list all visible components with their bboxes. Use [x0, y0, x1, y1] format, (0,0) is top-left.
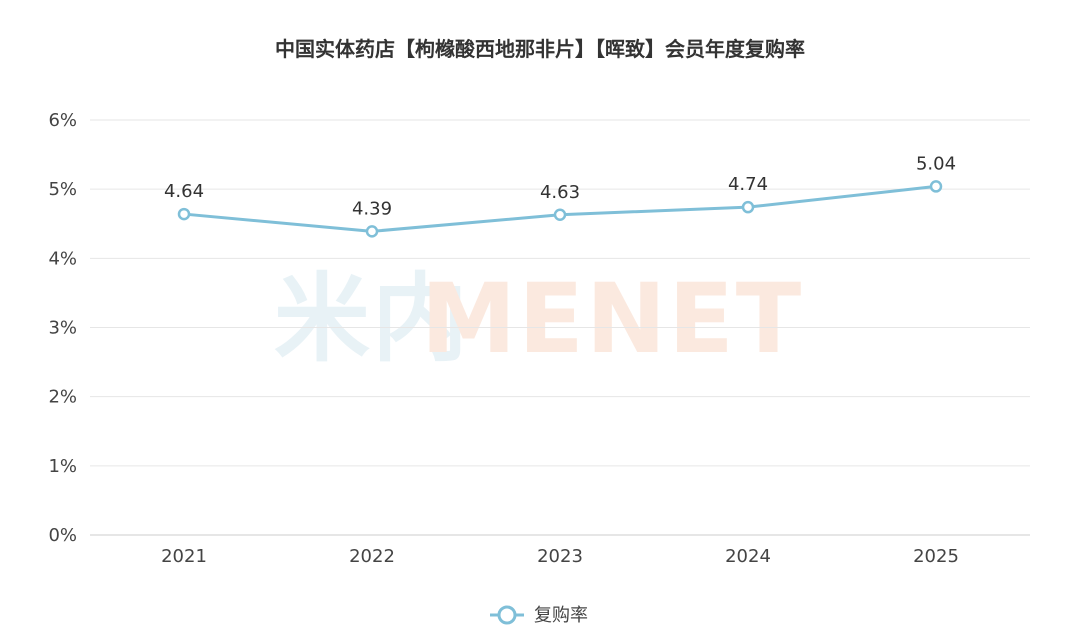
data-point[interactable]	[177, 207, 191, 221]
legend[interactable]: 复购率	[490, 605, 588, 626]
data-label: 4.63	[540, 182, 580, 203]
y-tick-label: 0%	[48, 525, 77, 546]
data-label: 4.39	[352, 198, 392, 219]
y-tick-label: 2%	[48, 387, 77, 408]
legend-label: 复购率	[534, 605, 588, 626]
watermark-en: MENET	[421, 263, 804, 375]
y-tick-label: 4%	[48, 248, 77, 269]
data-label: 4.64	[164, 181, 204, 202]
data-label: 5.04	[916, 153, 956, 174]
y-tick-label: 1%	[48, 456, 77, 477]
chart-title: 中国实体药店【枸橼酸西地那非片】【晖致】会员年度复购率	[275, 37, 805, 61]
x-tick-label: 2024	[725, 546, 771, 567]
data-point[interactable]	[741, 200, 755, 214]
y-tick-label: 6%	[48, 110, 77, 131]
data-point[interactable]	[553, 208, 567, 222]
data-label: 4.74	[728, 174, 768, 195]
grid-lines	[90, 119, 1030, 536]
data-point[interactable]	[365, 225, 379, 238]
y-tick-label: 5%	[48, 179, 77, 200]
y-tick-label: 3%	[48, 318, 77, 339]
watermark: 米内 MENET	[274, 263, 804, 375]
x-tick-label: 2021	[161, 546, 207, 567]
legend-circle-marker	[497, 605, 517, 625]
series-line	[177, 180, 943, 238]
y-axis: 0% 1% 2% 3% 4% 5% 6%	[48, 110, 77, 546]
data-labels: 4.64 4.39 4.63 4.74 5.04	[164, 153, 956, 219]
x-tick-label: 2025	[913, 546, 959, 567]
data-point[interactable]	[929, 180, 943, 193]
x-tick-label: 2023	[537, 546, 583, 567]
x-tick-label: 2022	[349, 546, 395, 567]
watermark-cn: 米内	[274, 263, 470, 375]
x-axis: 2021 2022 2023 2024 2025	[161, 546, 959, 567]
